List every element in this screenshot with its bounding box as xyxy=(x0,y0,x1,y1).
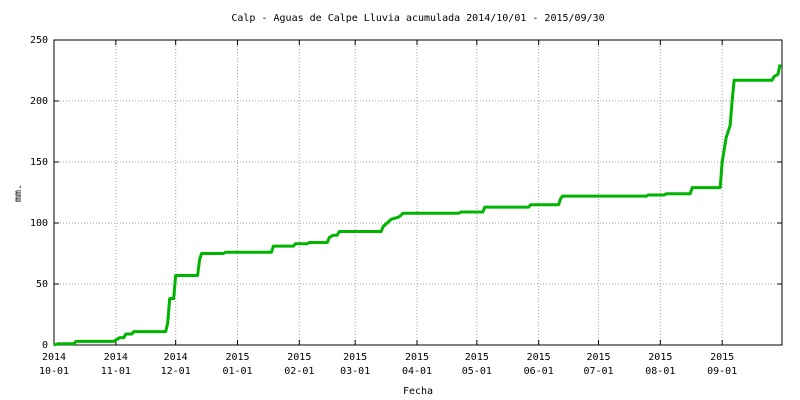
x-tick-label: 2015 xyxy=(225,352,249,363)
x-tick-label: 12-01 xyxy=(161,366,191,377)
x-tick-label: 01-01 xyxy=(222,366,252,377)
x-tick-label: 08-01 xyxy=(645,366,675,377)
x-tick-label: 2015 xyxy=(648,352,672,363)
y-tick-label: 250 xyxy=(30,35,48,46)
x-tick-label: 2015 xyxy=(343,352,367,363)
x-tick-label: 2015 xyxy=(465,352,489,363)
x-tick-label: 11-01 xyxy=(101,366,131,377)
x-tick-label: 2015 xyxy=(710,352,734,363)
rain-line xyxy=(53,64,782,347)
plot-frame xyxy=(53,39,783,346)
x-tick-label: 07-01 xyxy=(583,366,613,377)
x-tick-label: 10-01 xyxy=(39,366,69,377)
x-tick-label: 2015 xyxy=(527,352,551,363)
x-tick-label: 2015 xyxy=(405,352,429,363)
y-tick-label: 50 xyxy=(36,279,48,290)
y-tick-label: 100 xyxy=(30,218,48,229)
x-tick-label: 2015 xyxy=(586,352,610,363)
chart-title: Calp - Aguas de Calpe Lluvia acumulada 2… xyxy=(231,13,604,24)
y-tick-label: 200 xyxy=(30,96,48,107)
x-tick-label: 2014 xyxy=(104,352,128,363)
y-axis-label: mm. xyxy=(13,184,24,202)
x-axis-label: Fecha xyxy=(403,386,433,397)
x-tick-label: 06-01 xyxy=(524,366,554,377)
x-tick-label: 02-01 xyxy=(284,366,314,377)
x-tick-label: 2015 xyxy=(287,352,311,363)
y-tick-label: 0 xyxy=(42,340,48,351)
x-tick-label: 04-01 xyxy=(402,366,432,377)
x-tick-label: 2014 xyxy=(164,352,188,363)
x-tick-label: 03-01 xyxy=(340,366,370,377)
x-tick-label: 09-01 xyxy=(707,366,737,377)
x-tick-label: 2014 xyxy=(42,352,66,363)
y-tick-label: 150 xyxy=(30,157,48,168)
x-tick-label: 05-01 xyxy=(462,366,492,377)
